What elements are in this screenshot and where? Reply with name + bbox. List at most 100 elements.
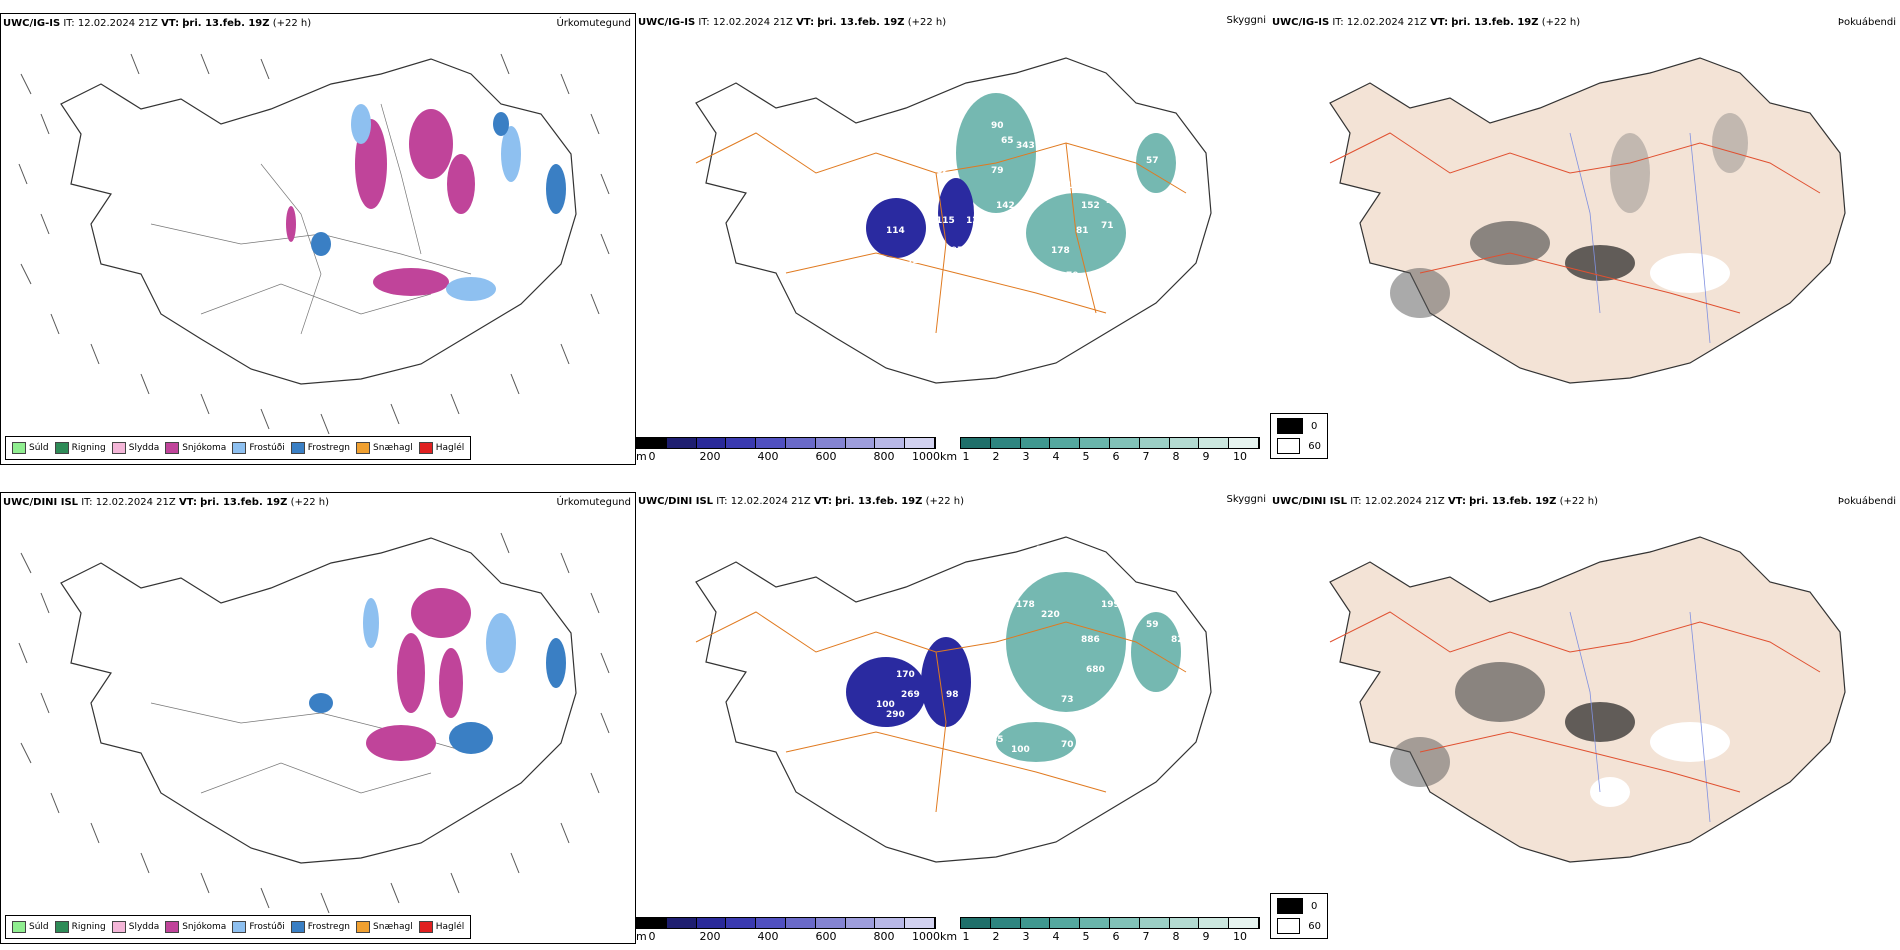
station-vis-label: 92 <box>926 256 939 266</box>
visibility-tick: 5 <box>1082 930 1090 943</box>
station-vis-label: 40 <box>941 146 954 156</box>
station-vis-label: 63 <box>886 740 899 750</box>
station-vis-label: 70 <box>1061 740 1074 750</box>
legend-swatch <box>418 442 433 454</box>
legend-swatch <box>54 442 69 454</box>
legend-item: Frostúði <box>232 921 285 933</box>
station-vis-label: 265 <box>1091 131 1110 141</box>
station-vis-label: 100 <box>876 700 895 710</box>
legend-swatch <box>356 921 371 933</box>
visibility-tick: 9 <box>1202 930 1210 943</box>
station-vis-label: 57 <box>1146 156 1159 166</box>
fog-map <box>1329 57 1846 384</box>
visibility-unit: km <box>940 930 958 943</box>
station-vis-label: 343 <box>1016 141 1035 151</box>
legend-swatch <box>418 921 433 933</box>
legend-item: Slydda <box>111 442 159 454</box>
station-vis-label: 45 <box>991 735 1004 745</box>
station-vis-label: 159 <box>1026 715 1045 725</box>
vis-station-labels: 40 81 178 220 199 197 59 82 886 680 73 159 100 70 118 9… <box>876 545 1184 755</box>
elevation-tick: 0 <box>648 450 656 463</box>
elevation-scale-bottom: m 0 200 400 600 800 1000 <box>636 917 940 943</box>
station-vis-label: 111 <box>916 720 935 730</box>
legend-item: Haglél <box>418 921 464 933</box>
visibility-scale-bottom: km 1 2 3 4 5 6 7 8 9 10 <box>940 917 1260 943</box>
station-vis-label: 65 <box>1001 136 1014 146</box>
visibility-tick: 8 <box>1172 930 1180 943</box>
fog-shading <box>1390 113 1748 318</box>
station-vis-label: 178 <box>1016 600 1035 610</box>
visibility-scale-top: km 1 2 3 4 5 6 7 8 9 10 <box>940 437 1260 463</box>
station-vis-label: 160 <box>876 271 895 281</box>
station-vis-label: 257 <box>1106 196 1125 206</box>
legend-swatch <box>12 442 26 454</box>
legend-item: Rigning <box>54 442 106 454</box>
legend-swatch <box>290 921 305 933</box>
fog-swatch <box>1277 898 1303 914</box>
panel-type-label: Þokuábendi <box>1837 17 1896 28</box>
legend-item: Snjókoma <box>165 921 226 933</box>
station-vis-label: 98 <box>946 690 959 700</box>
station-vis-label: 31 <box>1036 545 1049 555</box>
precip-legend: Súld Rigning Slydda Snjókoma Frostúði Fr… <box>5 915 472 939</box>
station-vis-label: 27 <box>1156 261 1169 271</box>
station-vis-label: 124 <box>966 216 985 226</box>
panel-title: UWC/IG-IS IT: 12.02.2024 21Z VT: þri. 13… <box>638 17 947 28</box>
road-network <box>695 611 1187 813</box>
elevation-tick: 400 <box>757 450 779 463</box>
legend-item: Súld <box>12 442 49 454</box>
precip-type-panel-top: UWC/IG-IS IT: 12.02.2024 21Z VT: þri. 13… <box>0 13 636 465</box>
station-vis-label: 94 <box>1026 271 1039 281</box>
station-vis-label: 40 <box>926 615 939 625</box>
precip-type-panel-bottom: UWC/DINI ISL IT: 12.02.2024 21Z VT: þri.… <box>0 492 636 944</box>
station-vis-label: 114 <box>1126 251 1145 261</box>
visibility-tick: 2 <box>992 930 1000 943</box>
fog-panel-bottom: UWC/DINI ISL IT: 12.02.2024 21Z VT: þri.… <box>1270 492 1900 944</box>
visibility-panel-bottom: UWC/DINI ISL IT: 12.02.2024 21Z VT: þri.… <box>636 492 1270 944</box>
rivers <box>1569 611 1711 823</box>
vis-areas <box>846 572 1181 762</box>
station-vis-label: 115 <box>936 216 955 226</box>
elevation-tick: 0 <box>648 930 656 943</box>
panel-title: UWC/DINI ISL IT: 12.02.2024 21Z VT: þri.… <box>3 497 330 508</box>
legend-swatch <box>111 442 126 454</box>
visibility-unit: km <box>940 450 958 463</box>
visibility-tick: 10 <box>1233 930 1247 943</box>
elevation-unit: m <box>636 930 647 943</box>
precip-legend: Súld Rigning Slydda Snjókoma Frostúði Fr… <box>5 436 472 460</box>
iceland-outline <box>1329 536 1846 863</box>
station-vis-label: 97 <box>951 246 964 256</box>
visibility-tick: 2 <box>992 450 1000 463</box>
fog-panel-top: UWC/IG-IS IT: 12.02.2024 21Z VT: þri. 13… <box>1270 13 1900 465</box>
fog-legend-bottom: 0 60 <box>1270 893 1328 939</box>
visibility-color-bar <box>960 437 1260 449</box>
visibility-tick: 5 <box>1082 450 1090 463</box>
precip-map <box>18 53 610 435</box>
visibility-tick: 1 <box>962 450 970 463</box>
legend-item: Rigning <box>54 921 106 933</box>
elevation-tick: 800 <box>873 450 895 463</box>
station-vis-label: 290 <box>886 710 905 720</box>
legend-item: Snjókoma <box>165 442 226 454</box>
legend-swatch <box>232 921 247 933</box>
station-vis-label: 114 <box>886 226 905 236</box>
iceland-outline <box>60 58 577 385</box>
visibility-tick: 1 <box>962 930 970 943</box>
legend-swatch <box>165 921 180 933</box>
elevation-tick: 200 <box>699 930 721 943</box>
panel-type-label: Skyggni <box>1226 494 1266 505</box>
elevation-color-bar <box>636 917 936 929</box>
legend-item: Frostúði <box>232 442 285 454</box>
visibility-tick: 8 <box>1172 450 1180 463</box>
station-vis-label: 102 <box>1066 181 1085 191</box>
station-vis-label: 79 <box>991 166 1004 176</box>
fog-legend-top: 0 60 <box>1270 413 1328 459</box>
station-vis-label: 536 <box>1086 171 1105 181</box>
station-vis-label: 81 <box>996 660 1009 670</box>
station-vis-label: 107 <box>1136 271 1155 281</box>
visibility-tick: 3 <box>1022 450 1030 463</box>
station-vis-label: 73 <box>1061 695 1074 705</box>
panel-title: UWC/IG-IS IT: 12.02.2024 21Z VT: þri. 13… <box>3 18 312 29</box>
visibility-tick: 3 <box>1022 930 1030 943</box>
legend-item: Haglél <box>418 442 464 454</box>
